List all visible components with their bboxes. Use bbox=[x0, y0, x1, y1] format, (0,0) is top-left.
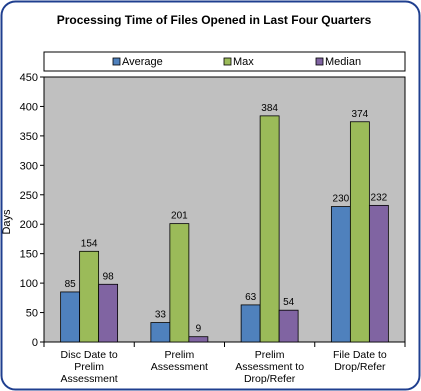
y-tick-label: 150 bbox=[20, 249, 38, 261]
data-label: 201 bbox=[171, 211, 188, 222]
x-tick-label: Prelim Assessment bbox=[151, 349, 208, 373]
y-axis-label: Days bbox=[1, 209, 13, 235]
x-tick-label: Prelim Assessment to Drop/Refer bbox=[235, 349, 304, 385]
data-label: 230 bbox=[333, 194, 350, 205]
legend-swatch-max bbox=[223, 57, 232, 66]
legend-label-max: Max bbox=[233, 56, 254, 68]
legend-label-median: Median bbox=[325, 56, 361, 68]
y-tick-label: 0 bbox=[32, 337, 38, 349]
bars: 85 33 63 230 154 201 384 374 98 9 54 232 bbox=[60, 103, 389, 343]
chart-title: Processing Time of Files Opened in Last … bbox=[57, 13, 372, 27]
legend-swatch-average bbox=[112, 57, 121, 66]
x-tick-label: Disc Date to Prelim Assessment bbox=[61, 349, 118, 385]
y-axis: 0 50 100 150 200 250 300 350 400 450 bbox=[20, 72, 44, 349]
x-tick-label: File Date to Drop/Refer bbox=[333, 349, 387, 373]
legend-label-average: Average bbox=[122, 56, 163, 68]
bar-average bbox=[60, 291, 81, 343]
data-label: 374 bbox=[352, 109, 369, 120]
bar-median bbox=[278, 309, 299, 343]
data-label: 9 bbox=[196, 324, 202, 335]
bar-median bbox=[368, 204, 389, 343]
legend: Average Max Median bbox=[43, 51, 406, 72]
legend-swatch-median bbox=[315, 57, 324, 66]
bar-median bbox=[188, 336, 209, 343]
data-label: 54 bbox=[283, 297, 295, 308]
y-tick-label: 250 bbox=[20, 190, 38, 202]
bar-max bbox=[349, 121, 370, 343]
y-tick-label: 300 bbox=[20, 160, 38, 172]
x-axis: Disc Date to Prelim Assessment Prelim Assess… bbox=[43, 342, 406, 385]
data-label: 33 bbox=[155, 310, 167, 321]
data-label: 85 bbox=[65, 279, 77, 290]
y-tick-label: 50 bbox=[26, 308, 38, 320]
y-tick-label: 200 bbox=[20, 219, 38, 231]
bar-max bbox=[259, 115, 280, 343]
data-label: 384 bbox=[261, 103, 278, 114]
bar-average bbox=[150, 322, 171, 343]
bar-average bbox=[330, 206, 351, 343]
data-label: 154 bbox=[81, 238, 98, 249]
y-tick-label: 100 bbox=[20, 278, 38, 290]
y-tick-label: 450 bbox=[20, 72, 38, 84]
data-label: 63 bbox=[245, 292, 257, 303]
bar-max bbox=[169, 223, 190, 343]
bar-average bbox=[240, 304, 261, 343]
bar-max bbox=[79, 250, 100, 343]
data-label: 232 bbox=[371, 192, 388, 203]
data-label: 98 bbox=[103, 271, 115, 282]
y-tick-label: 400 bbox=[20, 101, 38, 113]
bar-median bbox=[98, 283, 119, 343]
y-tick-label: 350 bbox=[20, 131, 38, 143]
